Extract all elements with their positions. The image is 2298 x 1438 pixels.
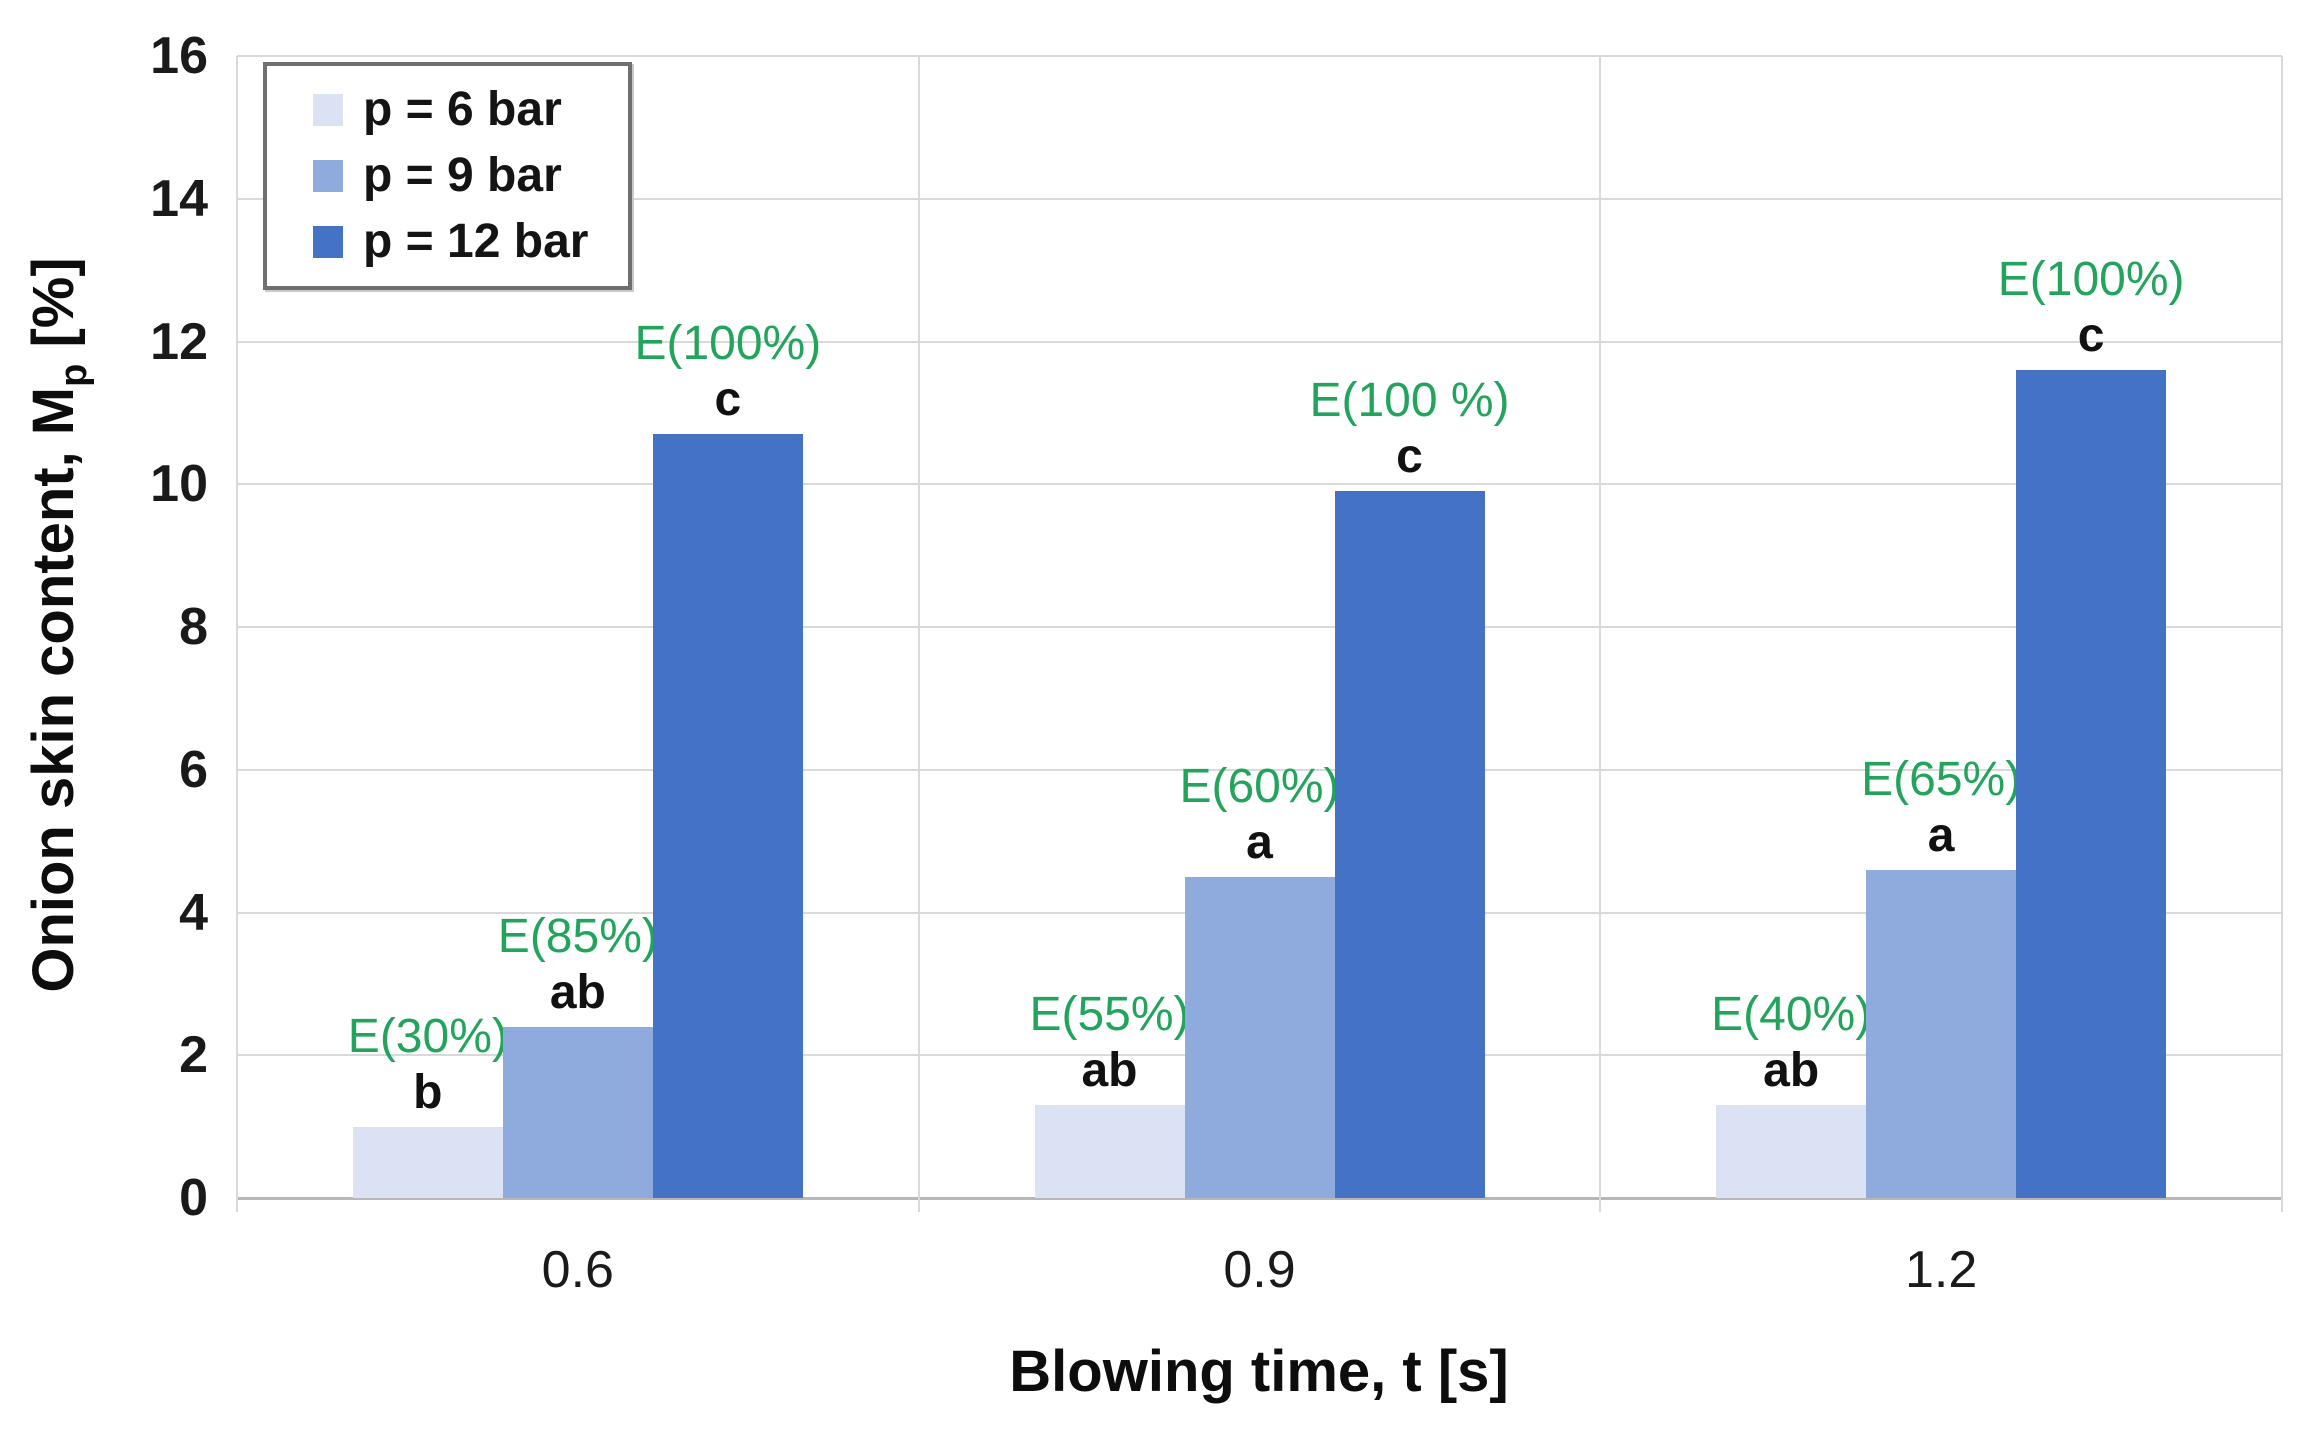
significance-letter: c xyxy=(714,373,742,427)
legend-swatch-icon xyxy=(313,160,343,192)
y-axis-line xyxy=(236,56,238,1212)
y-tick-label-10: 10 xyxy=(150,455,208,514)
efficiency-label: E(100%) xyxy=(1997,253,2185,307)
legend-entry: p = 9 bar xyxy=(313,148,588,204)
y-tick-label-8: 8 xyxy=(179,598,208,656)
y-tick-label-4: 4 xyxy=(179,883,208,942)
efficiency-label: E(65%) xyxy=(1861,752,2022,806)
efficiency-label: E(30%) xyxy=(347,1009,508,1063)
legend-entry: p = 12 bar xyxy=(313,214,588,270)
x-tick-label-0.9: 0.9 xyxy=(1223,1241,1296,1299)
annotation-p=6bar-t1.2: E(40%) ab xyxy=(1711,987,1871,1099)
efficiency-label: E(100%) xyxy=(634,317,822,371)
legend-label: p = 6 bar xyxy=(363,83,562,136)
legend-label: p = 12 bar xyxy=(363,215,589,268)
significance-letter: a xyxy=(1246,815,1273,869)
y-tick-label-12: 12 xyxy=(150,312,208,371)
annotation-p=12bar-t0.9: E(100 %) c xyxy=(1309,373,1509,485)
efficiency-label: E(85%) xyxy=(497,909,658,963)
efficiency-label: E(60%) xyxy=(1179,759,1340,813)
annotation-p=6bar-t0.9: E(55%) ab xyxy=(1029,987,1189,1099)
bar-p=12bar-t1.2 xyxy=(2016,370,2167,1198)
efficiency-label: E(40%) xyxy=(1711,988,1872,1042)
annotation-p=12bar-t1.2: E(100%) c xyxy=(1998,252,2185,364)
efficiency-label: E(55%) xyxy=(1029,988,1190,1042)
legend-swatch-icon xyxy=(313,226,343,258)
plot-right-border xyxy=(2281,56,2283,1212)
bar-p=9bar-t0.9 xyxy=(1184,876,1335,1198)
gridline-y-6 xyxy=(237,768,2282,771)
gridline-y-12 xyxy=(237,340,2282,343)
significance-letter: b xyxy=(413,1065,443,1119)
legend: p = 6 bar p = 9 bar p = 12 bar xyxy=(263,62,633,290)
gridline-y-14 xyxy=(237,197,2282,200)
y-tick-label-6: 6 xyxy=(179,740,208,799)
bar-p=9bar-t0.6 xyxy=(502,1026,653,1198)
significance-letter: c xyxy=(1396,430,1423,484)
significance-letter: c xyxy=(2077,309,2105,363)
bar-p=9bar-t1.2 xyxy=(1866,869,2017,1198)
annotation-p=12bar-t0.6: E(100%) c xyxy=(634,316,821,428)
bar-p=12bar-t0.6 xyxy=(652,434,803,1198)
gridline-y-10 xyxy=(237,483,2282,486)
bar-p=6bar-t0.9 xyxy=(1034,1105,1185,1198)
y-tick-label-14: 14 xyxy=(150,169,208,228)
significance-letter: ab xyxy=(1081,1044,1138,1098)
bar-p=12bar-t0.9 xyxy=(1334,491,1485,1198)
bar-p=6bar-t1.2 xyxy=(1716,1105,1867,1198)
significance-letter: ab xyxy=(549,965,606,1019)
annotation-p=9bar-t0.9: E(60%) a xyxy=(1179,759,1339,871)
gridline-y-8 xyxy=(237,626,2282,628)
y-tick-label-16: 16 xyxy=(150,27,208,85)
category-separator-line xyxy=(1599,56,1602,1212)
x-tick-label-1.2: 1.2 xyxy=(1905,1241,1978,1299)
significance-letter: a xyxy=(1927,808,1955,862)
legend-swatch-icon xyxy=(313,94,343,126)
efficiency-label: E(100 %) xyxy=(1309,374,1510,428)
significance-letter: ab xyxy=(1763,1044,1820,1098)
annotation-p=6bar-t0.6: E(30%) b xyxy=(348,1009,508,1121)
x-tick-label-0.6: 0.6 xyxy=(541,1241,614,1299)
x-axis-title: Blowing time, t [s] xyxy=(1009,1339,1509,1404)
category-separator-line xyxy=(917,56,920,1212)
y-tick-label-0: 0 xyxy=(179,1169,208,1227)
legend-label: p = 9 bar xyxy=(363,149,562,202)
annotation-p=9bar-t1.2: E(65%) a xyxy=(1861,752,2021,864)
annotation-p=9bar-t0.6: E(85%) ab xyxy=(498,909,658,1021)
x-axis-line xyxy=(237,1197,2282,1200)
y-tick-label-2: 2 xyxy=(179,1026,208,1085)
bar-p=6bar-t0.6 xyxy=(352,1126,503,1198)
legend-entry: p = 6 bar xyxy=(313,82,588,138)
gridline-y-16 xyxy=(237,55,2282,57)
